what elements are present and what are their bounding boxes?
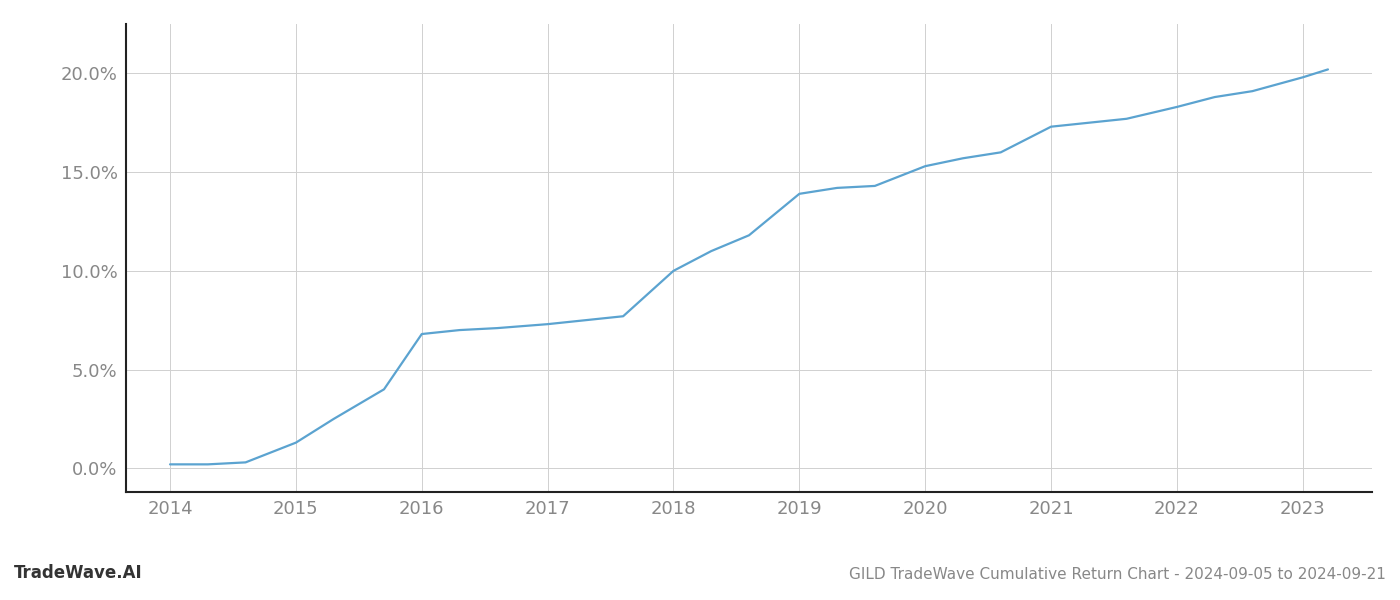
Text: GILD TradeWave Cumulative Return Chart - 2024-09-05 to 2024-09-21: GILD TradeWave Cumulative Return Chart -… [850, 567, 1386, 582]
Text: TradeWave.AI: TradeWave.AI [14, 564, 143, 582]
